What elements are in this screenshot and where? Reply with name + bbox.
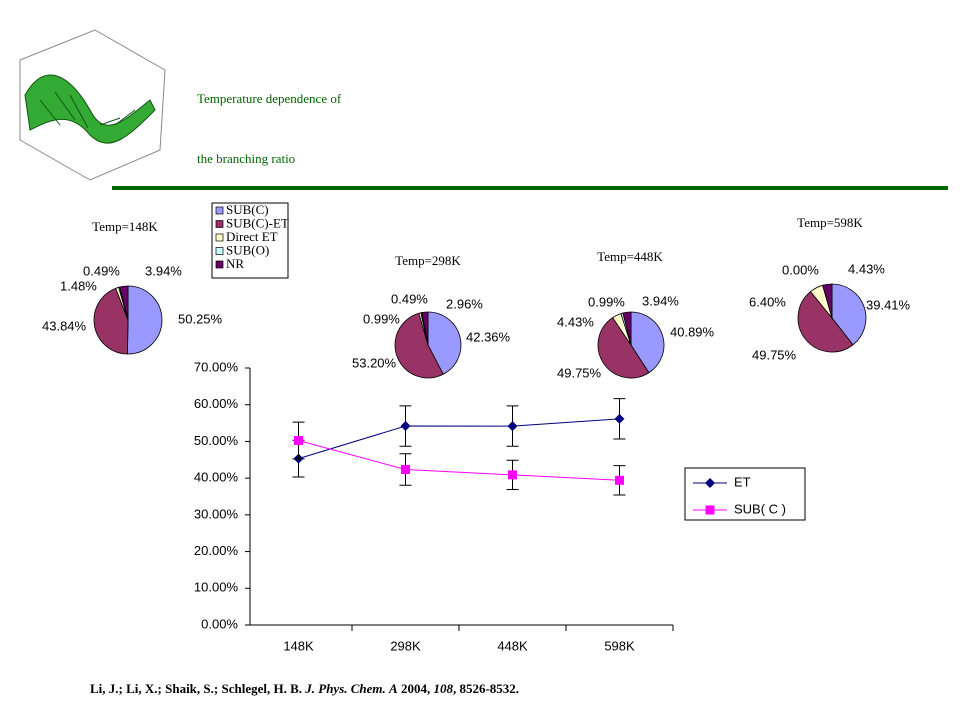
legend-swatch [215, 233, 224, 242]
data-point [614, 413, 625, 424]
x-tick-label: 298K [390, 638, 421, 653]
pie-value-label: 0.00% [782, 262, 819, 277]
pie-slice [127, 285, 163, 355]
pie-value-label: 0.49% [391, 291, 428, 306]
citation-part: J. Phys. Chem. A [304, 681, 398, 696]
legend-label: Direct ET [226, 229, 278, 244]
pie-value-label: 40.89% [670, 324, 715, 339]
pie-slice [822, 283, 833, 319]
pie-title: Temp=298K [395, 253, 461, 268]
y-tick-label: 50.00% [194, 433, 239, 448]
citation-part: 2004, [398, 681, 434, 696]
pie-value-label: 49.75% [557, 365, 602, 380]
pie-slice [831, 283, 867, 346]
slide-title: Temperature dependence of [197, 91, 342, 106]
pie-value-label: 0.49% [83, 263, 120, 278]
legend-marker [705, 478, 715, 488]
data-point [615, 475, 624, 485]
y-tick-label: 40.00% [194, 470, 239, 485]
legend-label: NR [226, 256, 244, 271]
legend-label: SUB( C ) [734, 501, 786, 516]
pie-slice [797, 291, 854, 353]
y-tick-label: 20.00% [194, 543, 239, 558]
data-point [294, 436, 303, 446]
citation-part: 108 [433, 681, 453, 696]
slide-title: the branching ratio [197, 151, 295, 166]
pie-slice [421, 311, 429, 346]
pie-value-label: 1.48% [60, 278, 97, 293]
x-tick-label: 448K [497, 638, 528, 653]
pie-value-label: 42.36% [466, 329, 511, 344]
pie-slice [93, 287, 129, 355]
citation-part: , 8526-8532. [453, 681, 519, 696]
pie-value-label: 49.75% [752, 347, 797, 362]
pie-value-label: 3.94% [145, 263, 182, 278]
pie-title: Temp=448K [597, 249, 663, 264]
data-point [400, 421, 411, 432]
pie-value-label: 50.25% [178, 311, 223, 326]
surface-plot-icon [19, 29, 166, 181]
pie-slice [119, 285, 129, 321]
y-tick-label: 10.00% [194, 580, 239, 595]
legend-label: SUB(O) [226, 242, 269, 257]
series-line [298, 418, 620, 460]
x-tick-label: 598K [604, 638, 635, 653]
y-tick-label: 0.00% [201, 616, 238, 631]
citation: Li, J.; Li, X.; Shaik, S.; Schlegel, H. … [90, 681, 519, 696]
pie-value-label: 6.40% [749, 294, 786, 309]
pie-slice [597, 316, 650, 379]
y-tick-label: 70.00% [194, 359, 239, 374]
pie-value-label: 4.43% [848, 261, 885, 276]
y-tick-label: 30.00% [194, 506, 239, 521]
legend-swatch [215, 206, 224, 215]
pie-title: Temp=148K [92, 219, 158, 234]
pie-value-label: 39.41% [866, 297, 911, 312]
x-tick-label: 148K [283, 638, 314, 653]
legend-label: ET [734, 474, 751, 489]
pie-slice [622, 311, 632, 346]
legend-swatch [215, 220, 224, 228]
legend-swatch [215, 260, 224, 269]
y-tick-label: 60.00% [194, 396, 239, 411]
pie-value-label: 43.84% [42, 318, 87, 333]
line-legend-box [684, 467, 806, 521]
legend-marker [705, 505, 715, 515]
data-point [507, 421, 518, 432]
pie-legend-box [211, 202, 289, 279]
pie-value-label: 0.99% [588, 294, 625, 309]
legend-label: SUB(C) [226, 202, 269, 217]
pie-title: Temp=598K [797, 215, 863, 230]
citation-part: Li, J.; Li, X.; Shaik, S.; Schlegel, H. … [90, 681, 305, 696]
pie-value-label: 53.20% [352, 355, 397, 370]
legend-swatch [215, 247, 224, 255]
data-point [508, 470, 517, 480]
pie-value-label: 4.43% [557, 314, 594, 329]
data-point [401, 464, 410, 474]
pie-value-label: 2.96% [446, 296, 483, 311]
pie-value-label: 0.99% [363, 311, 400, 326]
pie-slice [394, 312, 444, 379]
pie-slice [427, 311, 462, 375]
series-line [298, 440, 620, 481]
pie-value-label: 3.94% [642, 293, 679, 308]
legend-label: SUB(C)-ET [226, 215, 289, 230]
